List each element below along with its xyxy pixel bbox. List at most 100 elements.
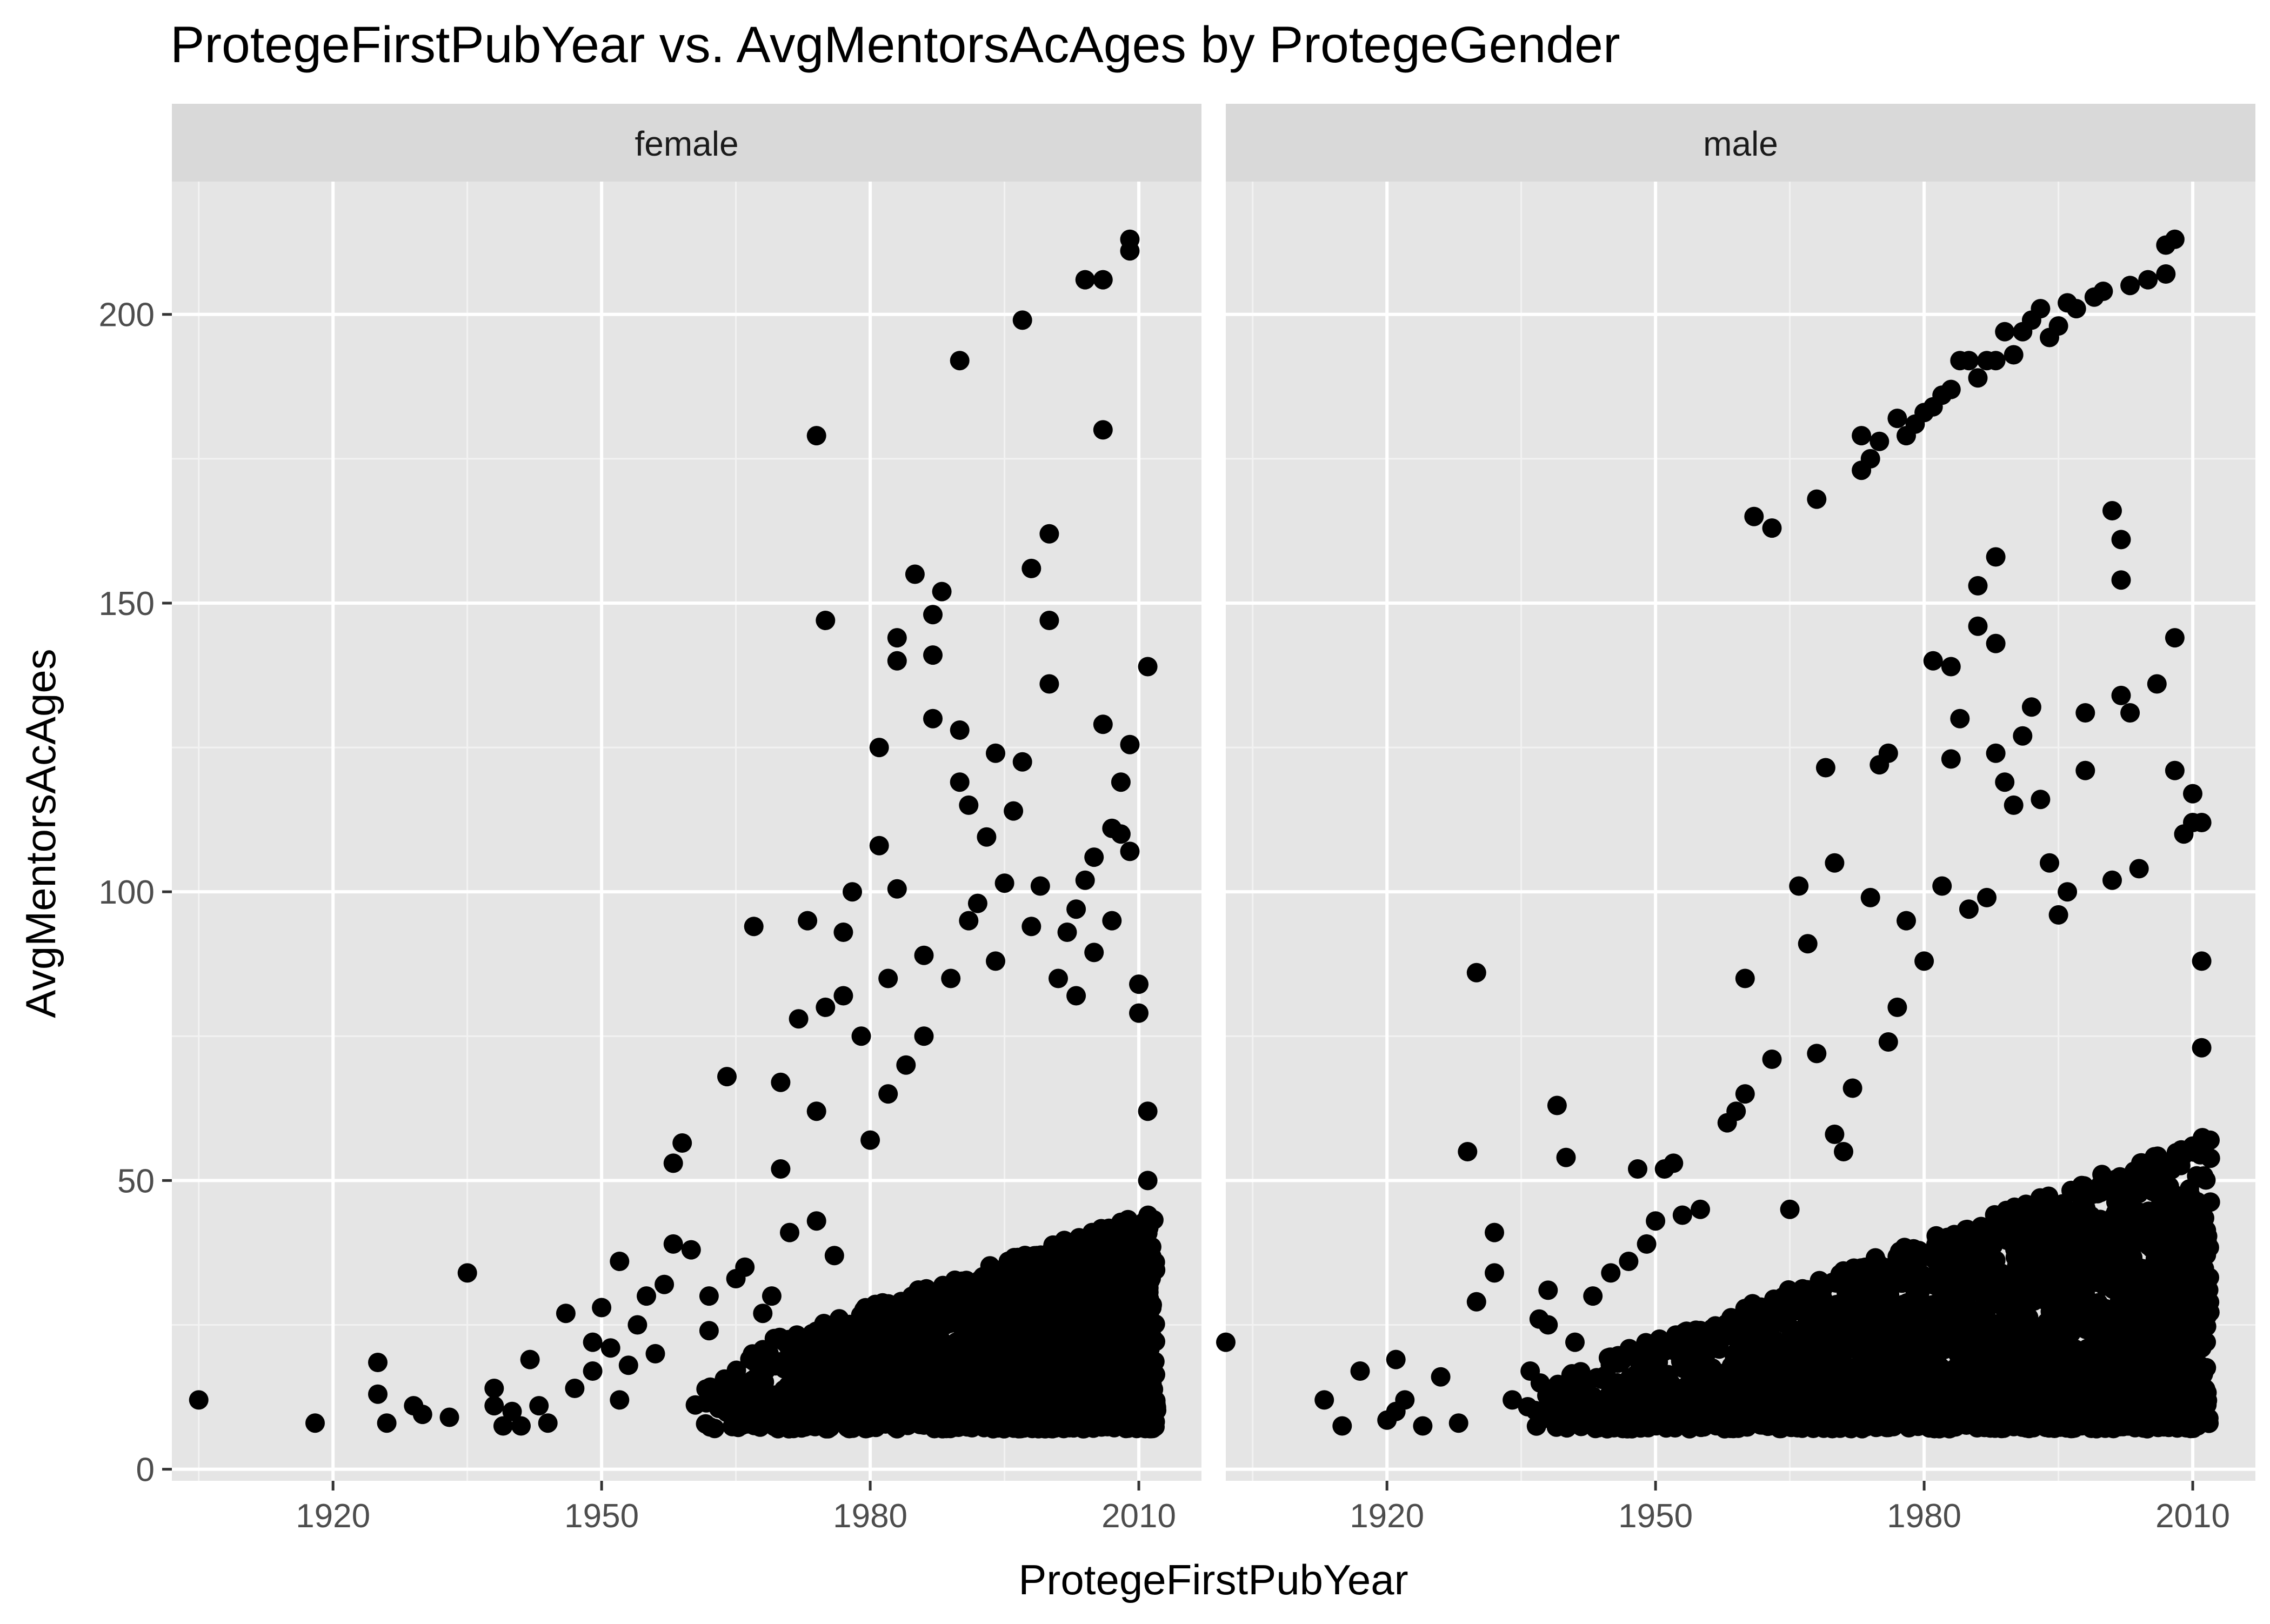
data-point bbox=[1538, 1315, 1558, 1335]
data-point bbox=[1787, 1348, 1807, 1368]
data-point bbox=[1135, 1295, 1155, 1315]
data-point bbox=[1780, 1417, 1800, 1437]
data-point bbox=[1991, 1338, 2011, 1358]
data-point bbox=[1878, 743, 1898, 763]
data-point bbox=[2031, 1347, 2051, 1367]
data-point bbox=[2165, 760, 2185, 780]
data-point bbox=[878, 968, 898, 988]
data-point bbox=[1779, 1280, 1799, 1300]
data-point bbox=[2192, 1338, 2212, 1358]
data-point bbox=[1547, 1095, 1567, 1115]
data-point bbox=[412, 1405, 432, 1425]
data-point bbox=[2048, 316, 2068, 336]
data-point bbox=[2193, 1128, 2212, 1148]
data-point bbox=[2131, 1261, 2151, 1281]
data-point bbox=[896, 1055, 916, 1075]
data-point bbox=[1733, 1397, 1753, 1417]
data-points-female bbox=[189, 229, 1167, 1439]
data-point bbox=[2156, 264, 2176, 284]
data-point bbox=[1805, 1281, 1825, 1301]
data-point bbox=[2112, 1294, 2132, 1314]
data-point bbox=[798, 911, 818, 931]
data-point bbox=[189, 1390, 209, 1410]
data-point bbox=[893, 1321, 913, 1341]
data-point bbox=[1807, 1044, 1827, 1064]
data-point bbox=[1949, 1355, 1969, 1375]
data-point bbox=[806, 1321, 826, 1341]
data-point bbox=[1769, 1390, 1789, 1410]
data-point bbox=[1972, 1308, 1991, 1328]
data-point bbox=[1111, 1260, 1131, 1280]
data-point bbox=[2108, 1174, 2128, 1194]
data-point bbox=[1639, 1404, 1659, 1424]
data-point bbox=[909, 1346, 929, 1366]
data-point bbox=[637, 1286, 656, 1306]
data-point bbox=[1664, 1407, 1684, 1427]
data-point bbox=[1914, 1366, 1934, 1386]
data-point bbox=[1881, 1320, 1901, 1340]
data-point bbox=[1039, 674, 1059, 694]
y-tick-label: 200 bbox=[99, 297, 155, 334]
data-point bbox=[583, 1361, 603, 1381]
data-point bbox=[733, 1406, 753, 1426]
data-point bbox=[1887, 409, 1907, 429]
data-point bbox=[1953, 1303, 1973, 1322]
data-point bbox=[1583, 1286, 1603, 1306]
data-point bbox=[2002, 1265, 2022, 1285]
data-point bbox=[1066, 986, 1086, 1006]
data-point bbox=[2102, 870, 2122, 890]
data-point bbox=[1681, 1418, 1701, 1438]
data-point bbox=[2004, 795, 2024, 815]
data-point bbox=[816, 611, 836, 630]
data-point bbox=[2134, 1225, 2154, 1245]
data-point bbox=[2145, 1335, 2165, 1355]
data-point bbox=[2154, 1240, 2174, 1260]
data-point bbox=[1004, 801, 1024, 821]
y-tick-label: 0 bbox=[136, 1452, 155, 1489]
data-point bbox=[2081, 1262, 2101, 1282]
data-point bbox=[1884, 1267, 1904, 1287]
data-point bbox=[2165, 628, 2185, 648]
data-point bbox=[1892, 1249, 1912, 1269]
data-point bbox=[887, 628, 907, 648]
data-point bbox=[1950, 709, 1970, 729]
data-point bbox=[2192, 951, 2212, 971]
data-point bbox=[1789, 876, 1809, 896]
data-point bbox=[1788, 1390, 1808, 1410]
y-tick-label: 150 bbox=[99, 585, 155, 623]
data-point bbox=[971, 1295, 991, 1315]
data-point bbox=[1968, 576, 1988, 596]
data-point bbox=[1835, 1358, 1855, 1378]
data-point bbox=[2001, 1217, 2020, 1237]
data-point bbox=[2004, 345, 2024, 365]
data-point bbox=[715, 1369, 735, 1389]
data-point bbox=[1518, 1397, 1538, 1416]
data-point bbox=[1118, 1327, 1138, 1347]
data-point bbox=[1109, 1241, 1129, 1261]
data-point bbox=[1757, 1358, 1777, 1378]
data-point bbox=[2129, 859, 2149, 879]
data-point bbox=[1927, 1309, 1947, 1329]
data-point bbox=[1120, 241, 1140, 261]
data-point bbox=[1638, 1358, 1658, 1378]
data-point bbox=[2100, 1241, 2120, 1261]
data-point bbox=[2194, 1302, 2214, 1322]
data-point bbox=[869, 738, 889, 758]
data-point bbox=[1999, 1389, 2019, 1409]
data-point bbox=[1930, 1255, 1950, 1275]
data-point bbox=[1860, 887, 1880, 907]
data-point bbox=[1847, 1309, 1867, 1329]
data-point bbox=[2021, 697, 2041, 717]
data-point bbox=[1111, 824, 1131, 844]
data-point bbox=[962, 1326, 982, 1346]
data-point bbox=[936, 1395, 956, 1415]
data-point bbox=[1762, 518, 1782, 538]
data-point bbox=[986, 743, 1005, 763]
data-point bbox=[1007, 1344, 1027, 1364]
data-point bbox=[556, 1304, 576, 1324]
data-point bbox=[792, 1333, 812, 1353]
data-point bbox=[806, 426, 826, 446]
data-point bbox=[520, 1349, 540, 1369]
data-point bbox=[1078, 1369, 1098, 1389]
